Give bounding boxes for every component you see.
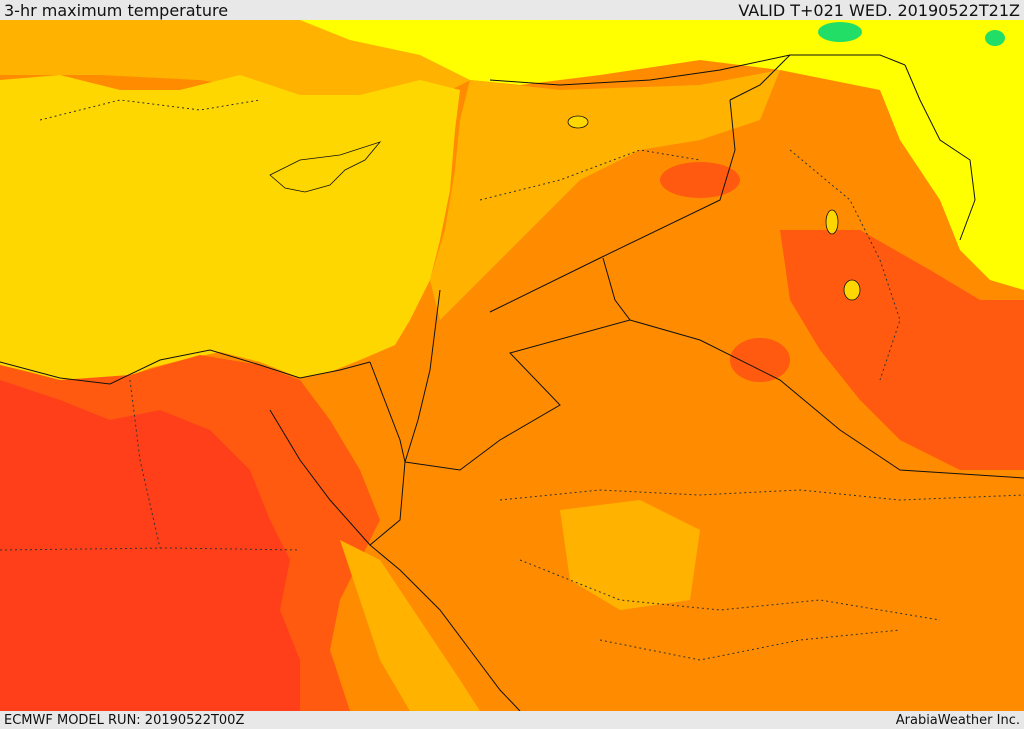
red-sea-mild <box>340 540 480 711</box>
levant-mild-region <box>430 70 780 320</box>
mediterranean-sea <box>0 75 460 384</box>
country-borders <box>0 54 1024 711</box>
cyprus <box>269 141 382 193</box>
map-title: 3-hr maximum temperature <box>4 0 229 20</box>
footer-bar: ECMWF MODEL RUN: 20190522T00Z ArabiaWeat… <box>0 711 1024 729</box>
arabia-mild-patch <box>560 500 700 610</box>
lake-tharthar <box>843 279 861 301</box>
header-bar: 3-hr maximum temperature VALID T+021 WED… <box>0 0 1024 20</box>
valid-time: VALID T+021 WED. 20190522T21Z <box>738 0 1020 20</box>
model-run: ECMWF MODEL RUN: 20190522T00Z <box>4 712 245 728</box>
iraq-west-hot-patch <box>730 338 790 382</box>
egypt-hotter-region <box>0 380 300 711</box>
admin-borders <box>0 99 1024 661</box>
credit: ArabiaWeather Inc. <box>895 712 1020 728</box>
lake-assad <box>567 115 589 129</box>
syria-hot-patch <box>660 162 740 198</box>
temperature-map[interactable] <box>0 20 1024 711</box>
cold-patch-1 <box>818 22 862 42</box>
cold-patch-2 <box>985 30 1005 46</box>
iraq-hot-region <box>780 230 1024 470</box>
map-canvas <box>0 20 1024 711</box>
lake-iraq <box>825 209 839 235</box>
north-mild-region <box>0 20 470 100</box>
